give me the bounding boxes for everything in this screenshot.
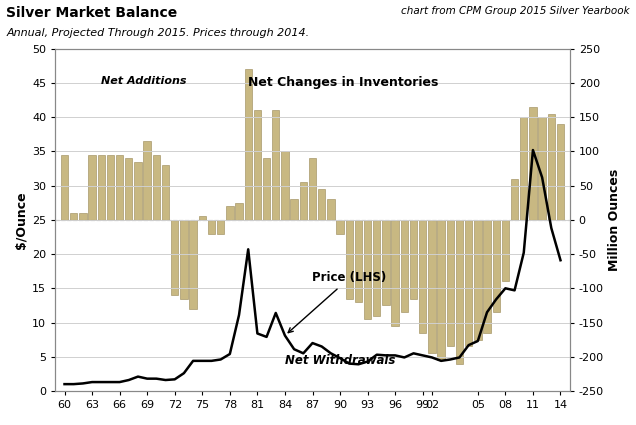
Bar: [327, 199, 335, 220]
Bar: [446, 220, 454, 346]
Bar: [529, 107, 537, 220]
Bar: [235, 203, 243, 220]
Bar: [502, 220, 509, 281]
Bar: [144, 141, 151, 220]
Bar: [61, 155, 68, 220]
Bar: [70, 213, 78, 220]
Y-axis label: $/Ounce: $/Ounce: [15, 191, 28, 249]
Bar: [116, 155, 123, 220]
Bar: [281, 151, 289, 220]
Bar: [217, 220, 225, 234]
Bar: [520, 117, 527, 220]
Bar: [190, 220, 197, 309]
Bar: [208, 220, 215, 234]
Bar: [465, 220, 473, 346]
Bar: [254, 110, 261, 220]
Text: Price (LHS): Price (LHS): [288, 272, 387, 333]
Bar: [226, 206, 233, 220]
Bar: [392, 220, 399, 326]
Bar: [355, 220, 362, 302]
Bar: [511, 179, 518, 220]
Bar: [345, 220, 353, 299]
Bar: [438, 220, 445, 360]
Bar: [272, 110, 279, 220]
Bar: [180, 220, 188, 299]
Y-axis label: Million Ounces: Million Ounces: [608, 169, 621, 271]
Bar: [474, 220, 481, 340]
Bar: [428, 220, 436, 353]
Text: Net Changes in Inventories: Net Changes in Inventories: [248, 76, 439, 89]
Bar: [263, 158, 270, 220]
Text: chart from CPM Group 2015 Silver Yearbook: chart from CPM Group 2015 Silver Yearboo…: [401, 6, 630, 17]
Bar: [162, 165, 169, 220]
Bar: [419, 220, 426, 333]
Bar: [198, 216, 206, 220]
Bar: [492, 220, 500, 312]
Text: Annual, Projected Through 2015. Prices through 2014.: Annual, Projected Through 2015. Prices t…: [6, 28, 310, 38]
Bar: [107, 155, 114, 220]
Bar: [97, 155, 105, 220]
Bar: [291, 199, 298, 220]
Text: Net Additions: Net Additions: [101, 76, 187, 86]
Text: Net Withdrawals: Net Withdrawals: [285, 354, 396, 367]
Bar: [483, 220, 491, 333]
Bar: [309, 158, 316, 220]
Bar: [548, 114, 555, 220]
Bar: [125, 158, 132, 220]
Bar: [382, 220, 390, 306]
Bar: [80, 213, 86, 220]
Bar: [336, 220, 343, 234]
Bar: [373, 220, 380, 316]
Bar: [364, 220, 371, 319]
Bar: [88, 155, 96, 220]
Bar: [539, 117, 546, 220]
Bar: [557, 124, 564, 220]
Bar: [401, 220, 408, 312]
Bar: [153, 155, 160, 220]
Bar: [134, 162, 142, 220]
Bar: [410, 220, 417, 299]
Bar: [456, 220, 463, 364]
Bar: [318, 189, 326, 220]
Bar: [171, 220, 179, 295]
Bar: [244, 69, 252, 220]
Bar: [300, 182, 307, 220]
Text: Silver Market Balance: Silver Market Balance: [6, 6, 177, 20]
